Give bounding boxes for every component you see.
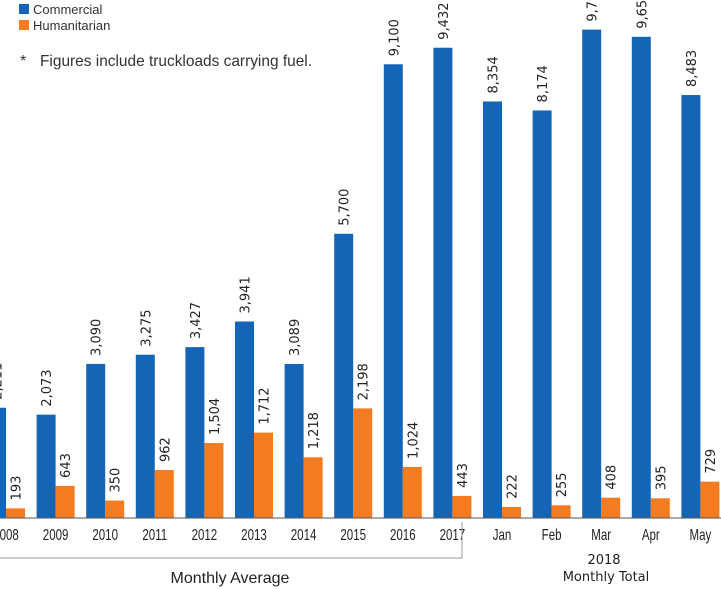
value-label-humanitarian-2013: 1,712 — [258, 387, 273, 424]
bar-humanitarian-Jan — [502, 506, 521, 518]
footnote-text: Figures include truckloads carrying fuel… — [40, 53, 312, 70]
value-label-commercial-Mar: 9,795 — [586, 0, 601, 22]
tick-label-2012: 2012 — [192, 525, 218, 543]
tick-label-Mar: Mar — [591, 525, 611, 543]
value-label-commercial-2017: 9,432 — [437, 3, 452, 40]
year-2018-label: 2018 — [587, 553, 620, 568]
bar-commercial-2017 — [433, 47, 453, 518]
value-label-commercial-2014: 3,089 — [288, 319, 303, 356]
value-label-commercial-2012: 3,427 — [189, 302, 204, 339]
tick-label-Apr: Apr — [642, 525, 660, 543]
value-labels: 2,211 193 2,073 643 3,090 350 3,275 962 3,427 1,5… — [0, 0, 719, 500]
tick-label-2008: 2008 — [0, 525, 19, 543]
legend-swatch-humanitarian — [19, 20, 29, 30]
value-label-commercial-2016: 9,100 — [387, 19, 402, 56]
bar-commercial-2011 — [135, 354, 155, 518]
bar-commercial-Feb — [532, 110, 552, 518]
bar-commercial-Apr — [631, 36, 651, 518]
bar-commercial-2015 — [334, 233, 354, 518]
value-label-commercial-2009: 2,073 — [40, 369, 55, 406]
tick-label-May: May — [690, 525, 712, 543]
monthly-average-bracket: Monthly Average — [0, 522, 463, 587]
value-label-humanitarian-2014: 1,218 — [307, 412, 322, 449]
legend: Commercial Humanitarian — [19, 2, 110, 33]
value-label-humanitarian-Apr: 395 — [654, 465, 669, 490]
value-label-humanitarian-2015: 2,198 — [357, 363, 372, 400]
footnote-marker: * — [20, 53, 26, 70]
bar-commercial-Jan — [483, 101, 502, 519]
monthly-average-label: Monthly Average — [171, 570, 290, 587]
tick-label-2013: 2013 — [241, 525, 267, 543]
tick-label-2016: 2016 — [390, 525, 416, 543]
value-label-humanitarian-Mar: 408 — [605, 465, 620, 490]
value-label-commercial-2011: 3,275 — [139, 309, 154, 346]
bar-commercial-2010 — [86, 363, 106, 518]
bar-commercial-2016 — [383, 64, 403, 519]
monthly-total-label: Monthly Total — [563, 570, 650, 585]
value-label-humanitarian-2017: 443 — [456, 463, 471, 488]
tick-label-Feb: Feb — [542, 525, 562, 543]
value-label-commercial-2010: 3,090 — [90, 319, 105, 356]
bar-humanitarian-2016 — [402, 466, 422, 518]
bar-commercial-2012 — [185, 347, 205, 518]
tick-labels: 2008 2009 2010 2011 2012 2013 2014 2015 2016 2017… — [0, 525, 711, 543]
value-label-commercial-2008: 2,211 — [0, 363, 6, 400]
bar-commercial-2009 — [36, 414, 56, 518]
bar-humanitarian-2011 — [154, 470, 174, 518]
value-label-humanitarian-Feb: 255 — [555, 472, 570, 497]
tick-label-2010: 2010 — [92, 525, 118, 543]
bar-humanitarian-2008 — [6, 508, 25, 518]
bar-humanitarian-2015 — [353, 408, 373, 518]
legend-swatch-commercial — [19, 4, 29, 14]
tick-label-Jan: Jan — [493, 525, 512, 543]
footnote: * Figures include truckloads carrying fu… — [20, 53, 312, 70]
bar-commercial-2008 — [0, 407, 6, 518]
value-label-commercial-2013: 3,941 — [239, 276, 254, 313]
tick-label-2011: 2011 — [142, 525, 167, 543]
value-label-commercial-Feb: 8,174 — [536, 65, 551, 102]
value-label-commercial-Apr: 9,651 — [635, 0, 650, 29]
legend-label-humanitarian: Humanitarian — [33, 18, 110, 33]
value-label-humanitarian-2011: 962 — [158, 437, 173, 462]
value-label-commercial-2015: 5,700 — [338, 189, 353, 226]
bar-humanitarian-2012 — [204, 443, 224, 518]
bar-commercial-2014 — [284, 363, 304, 518]
value-label-humanitarian-2012: 1,504 — [208, 398, 223, 435]
tick-label-2015: 2015 — [340, 525, 366, 543]
bar-humanitarian-Apr — [650, 498, 670, 518]
bar-humanitarian-2010 — [105, 500, 125, 518]
bar-humanitarian-2013 — [254, 432, 273, 518]
bar-humanitarian-May — [700, 481, 720, 518]
bar-humanitarian-2009 — [55, 485, 75, 518]
bar-humanitarian-Feb — [551, 505, 571, 518]
value-label-humanitarian-2008: 193 — [10, 476, 25, 501]
bar-humanitarian-Mar — [601, 497, 621, 518]
tick-label-2009: 2009 — [43, 525, 69, 543]
bars — [0, 29, 720, 519]
bar-commercial-2013 — [235, 321, 254, 518]
value-label-humanitarian-2010: 350 — [109, 468, 124, 493]
value-label-humanitarian-2009: 643 — [59, 453, 74, 478]
bracket-line — [0, 522, 463, 559]
bar-humanitarian-2017 — [452, 495, 472, 518]
tick-label-2014: 2014 — [291, 525, 317, 543]
tick-label-2017: 2017 — [440, 525, 466, 543]
bar-humanitarian-2014 — [303, 457, 323, 518]
value-label-commercial-May: 8,483 — [685, 50, 700, 87]
bar-commercial-May — [681, 95, 701, 518]
value-label-humanitarian-May: 729 — [704, 449, 719, 474]
legend-label-commercial: Commercial — [33, 2, 102, 17]
value-label-humanitarian-Jan: 222 — [506, 474, 521, 499]
value-label-commercial-Jan: 8,354 — [487, 56, 502, 93]
value-label-humanitarian-2016: 1,024 — [406, 422, 421, 459]
bar-commercial-Mar — [582, 29, 602, 518]
